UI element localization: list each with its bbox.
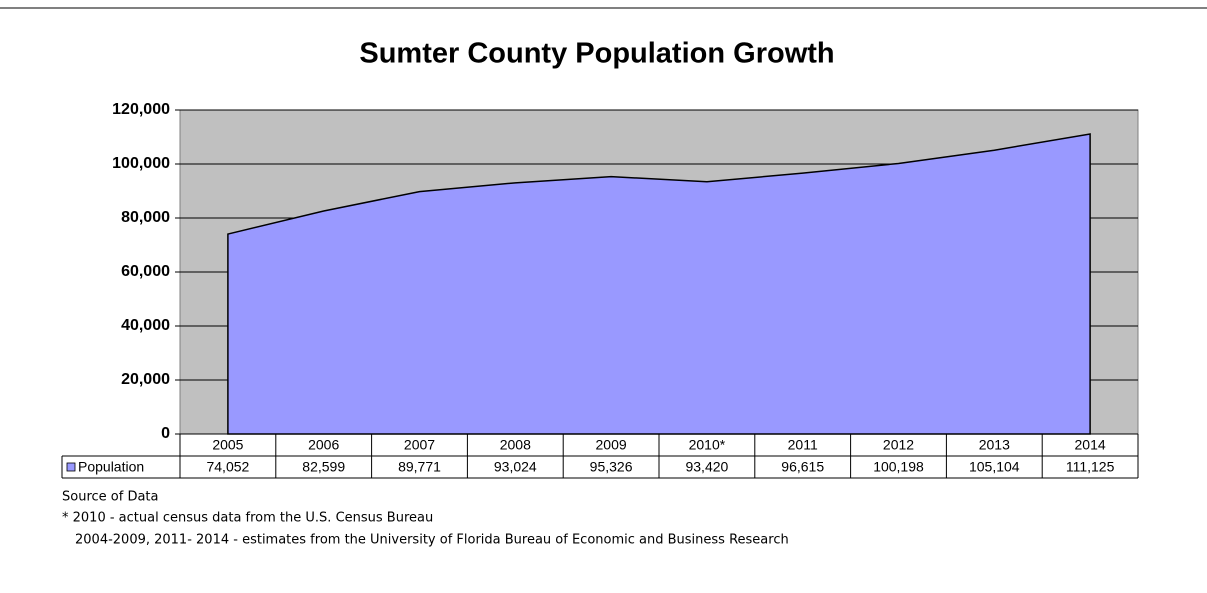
y-tick-label: 40,000 <box>121 317 170 334</box>
note: * 2010 - actual census data from the U.S… <box>62 511 433 526</box>
legend-key <box>66 462 76 472</box>
y-tick-label: 120,000 <box>112 101 170 118</box>
y-tick-label: 0 <box>161 425 170 442</box>
y-tick-label: 20,000 <box>121 371 170 388</box>
data-label: 100,198 <box>873 459 924 475</box>
y-tick-label: 60,000 <box>121 263 170 280</box>
x-tick-label: 2013 <box>979 437 1010 453</box>
legend-label: Population <box>78 459 144 475</box>
data-label: 93,024 <box>494 459 537 475</box>
y-tick-label: 100,000 <box>112 155 170 172</box>
x-tick-label: 2007 <box>404 437 435 453</box>
x-tick-label: 2006 <box>308 437 339 453</box>
x-tick-label: 2014 <box>1075 437 1106 453</box>
x-tick-label: 2011 <box>788 437 818 453</box>
data-label: 105,104 <box>969 459 1020 475</box>
x-tick-label: 2010* <box>689 437 726 453</box>
data-label: 89,771 <box>398 459 441 475</box>
x-tick-label: 2005 <box>212 437 243 453</box>
note: Source of Data <box>62 490 158 505</box>
data-label: 82,599 <box>302 459 345 475</box>
y-tick-label: 80,000 <box>121 209 170 226</box>
data-label: 96,615 <box>781 459 824 475</box>
note: 2004-2009, 2011- 2014 - estimates from t… <box>75 533 789 548</box>
area <box>227 133 1091 435</box>
x-tick-label: 2008 <box>500 437 531 453</box>
x-tick-label: 2012 <box>883 437 914 453</box>
data-label: 111,125 <box>1066 459 1115 475</box>
x-tick-label: 2009 <box>596 437 627 453</box>
data-label: 74,052 <box>206 459 249 475</box>
data-label: 95,326 <box>590 459 633 475</box>
data-label: 93,420 <box>685 459 728 475</box>
chart-title: Sumter County Population Growth <box>359 38 834 70</box>
